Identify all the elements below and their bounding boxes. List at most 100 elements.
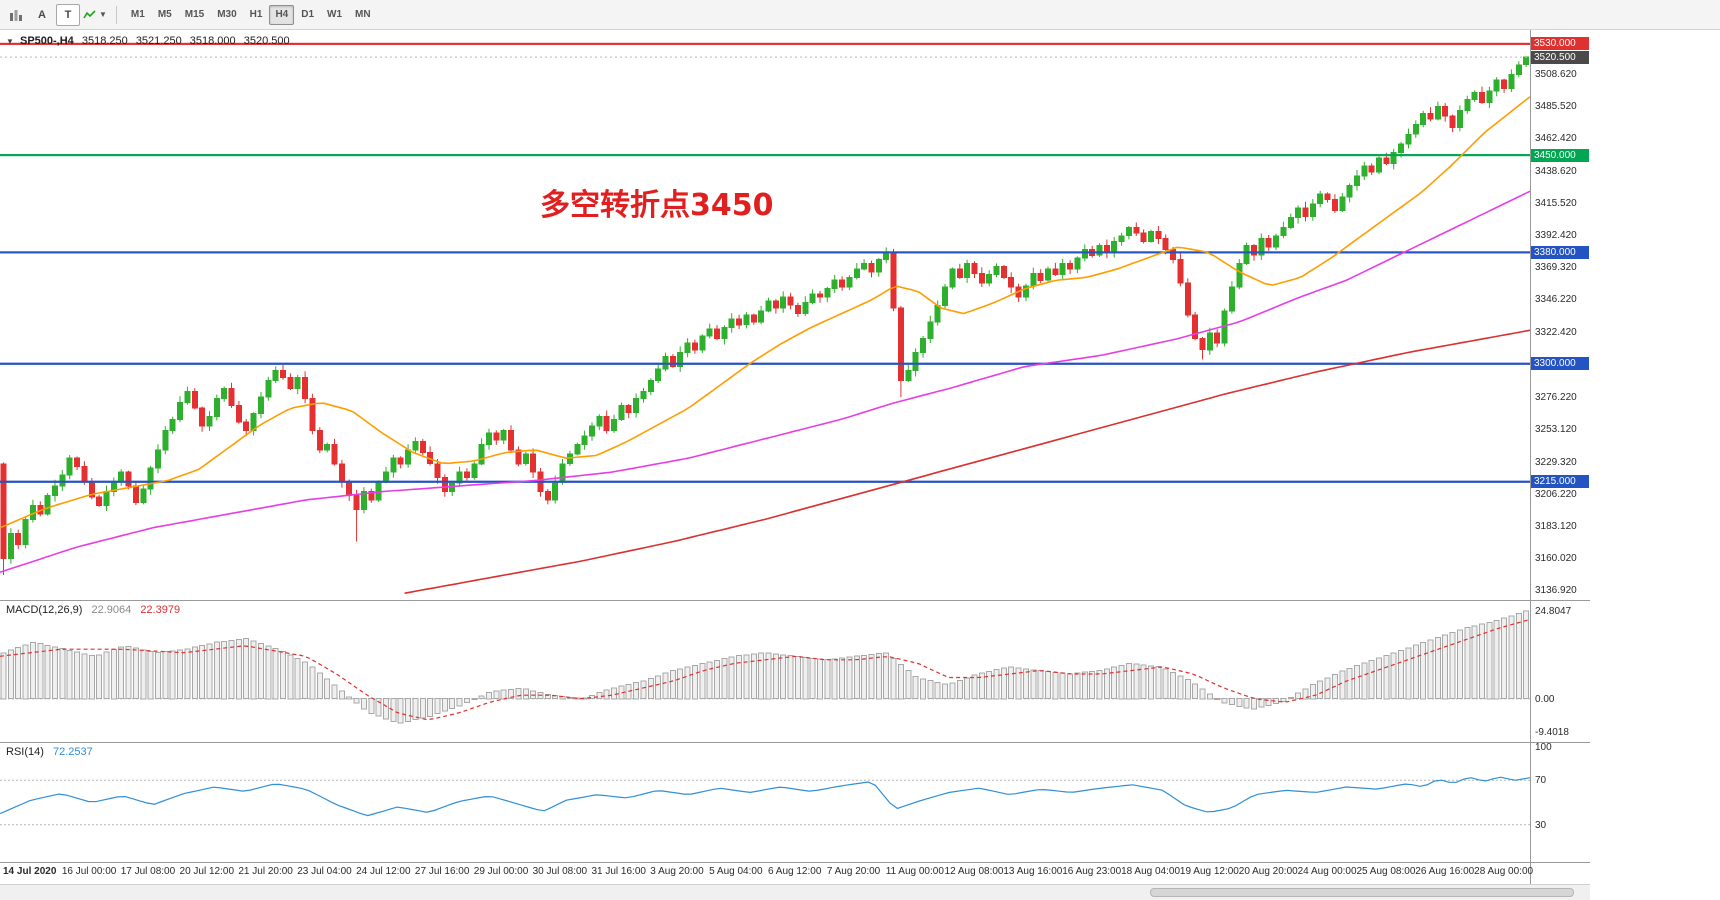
bar-chart-icon [10,9,22,21]
bar-low-value: 3518.000 [189,35,236,47]
time-axis-label: 17 Jul 08:00 [120,866,176,877]
timeframe-button-h1[interactable]: H1 [249,9,263,20]
indicator-zigzag-icon [83,9,96,18]
time-axis-label: 30 Jul 08:00 [532,866,588,877]
timeframe-button-w1[interactable]: W1 [327,9,343,20]
time-axis-label: 24 Aug 00:00 [1297,866,1357,877]
price-axis-tick: 3136.920 [1535,585,1577,597]
time-axis-label: 13 Aug 16:00 [1003,866,1063,877]
timeframe-group: M1 M5 M15 M30 H1 H4 D1 W1 MN [125,4,377,25]
price-axis-tick: 3462.420 [1535,132,1577,144]
collapse-triangle-icon: ▼ [6,37,14,46]
time-axis-label: 24 Jul 12:00 [356,866,411,877]
symbol-label: SP500-,H4 [19,35,74,47]
macd-chart-canvas[interactable] [0,601,1530,742]
price-axis-tick: 3253.120 [1535,423,1577,435]
time-axis-label: 31 Jul 16:00 [591,866,646,877]
price-axis-tick: 3229.320 [1535,456,1577,468]
bar-chart-tool-button[interactable] [4,4,28,26]
price-axis-tick: 3183.120 [1535,521,1577,533]
macd-axis-label: -9.4018 [1535,727,1569,738]
toolbar-separator [115,5,117,24]
price-axis-tick: 3392.420 [1535,230,1577,242]
rsi-value: 72.2537 [52,746,93,758]
panel-separator-rsi[interactable] [0,742,1590,743]
bar-close-value: 3520.500 [243,35,290,47]
price-axis-tick: 3160.020 [1535,553,1577,565]
time-axis-label: 16 Jul 00:00 [61,866,117,877]
hline-price-label: 3450.000 [1531,148,1589,162]
rsi-axis-label: 30 [1535,819,1547,831]
macd-main-value: 22.9064 [91,604,132,616]
rsi-name: RSI(14) [6,746,44,758]
timeframe-button-mn[interactable]: MN [355,9,371,20]
panel-separator-macd[interactable] [0,600,1590,601]
time-axis-label: 11 Aug 00:00 [885,866,944,877]
price-axis-tick: 3369.320 [1535,262,1577,274]
time-axis-label: 7 Aug 20:00 [826,866,881,877]
hline-price-label: 3380.000 [1531,245,1589,259]
time-axis-label: 18 Aug 04:00 [1121,866,1181,877]
time-axis-label: 27 Jul 16:00 [414,866,470,877]
cursor-tool-button[interactable]: A [30,4,54,26]
time-axis-label: 16 Aug 23:00 [1062,866,1122,877]
price-axis-tick: 3346.220 [1535,294,1577,306]
time-axis-label: 14 Jul 2020 [3,866,57,877]
price-axis-tick: 3206.220 [1535,489,1577,501]
time-axis-label: 20 Jul 12:00 [179,866,235,877]
rsi-label: RSI(14) 72.2537 [6,746,93,758]
timeframe-button-m5[interactable]: M5 [157,9,172,20]
text-tool-button[interactable]: T [56,3,80,26]
timeframe-button-h4[interactable]: H4 [269,4,295,25]
chart-annotation-text: 多空转折点3450 [540,188,774,223]
indicators-tool-button[interactable]: ▼ [82,4,108,26]
price-axis-tick: 3322.420 [1535,327,1577,339]
price-axis-divider [1530,30,1531,884]
current-price-label: 3520.500 [1531,50,1589,64]
cursor-tool-label: A [38,8,46,21]
time-axis-label: 23 Jul 04:00 [297,866,352,877]
time-axis-label: 6 Aug 12:00 [768,866,822,877]
time-axis-label: 3 Aug 20:00 [650,866,704,877]
hline-price-label: 3300.000 [1531,357,1589,371]
time-axis-label: 19 Aug 12:00 [1179,866,1239,877]
rsi-axis-label: 100 [1535,742,1552,753]
timeframe-button-m30[interactable]: M30 [217,9,237,20]
time-axis-label: 25 Aug 08:00 [1356,866,1416,877]
price-axis-tick: 3508.620 [1535,68,1577,80]
time-axis-label: 5 Aug 04:00 [709,866,763,877]
macd-axis-label: 0.00 [1535,693,1555,705]
price-axis-tick: 3415.520 [1535,198,1577,210]
rsi-chart-canvas[interactable] [0,743,1530,862]
macd-signal-value: 22.3979 [140,604,181,616]
macd-axis-label: 24.8047 [1535,606,1572,617]
bar-open-value: 3518.250 [81,35,128,47]
toolbar: A T ▼ M1 M5 M15 M30 H1 H4 D1 W1 MN [0,0,1720,30]
chevron-down-icon: ▼ [99,10,107,19]
timeframe-button-d1[interactable]: D1 [301,9,315,20]
hline-price-label: 3215.000 [1531,475,1589,489]
horizontal-scrollbar-thumb[interactable] [1150,888,1574,897]
bar-high-value: 3521.250 [135,35,182,47]
time-axis-label: 26 Aug 16:00 [1415,866,1475,877]
workspace-empty-area [1590,30,1720,900]
price-axis-tick: 3438.620 [1535,165,1577,177]
hline-price-label: 3530.000 [1531,37,1589,51]
macd-label: MACD(12,26,9) 22.9064 22.3979 [6,604,180,616]
time-axis-label: 20 Aug 20:00 [1238,866,1298,877]
time-axis-label: 28 Aug 00:00 [1474,866,1534,877]
text-tool-label: T [64,8,72,21]
horizontal-scrollbar[interactable] [0,884,1590,900]
macd-name: MACD(12,26,9) [6,604,83,616]
price-axis-tick: 3276.220 [1535,391,1577,403]
price-axis-tick: 3485.520 [1535,100,1577,112]
time-axis-label: 12 Aug 08:00 [944,866,1004,877]
time-axis-label: 21 Jul 20:00 [238,866,293,877]
panel-separator-time-axis [0,862,1590,863]
timeframe-button-m1[interactable]: M1 [130,9,145,20]
timeframe-button-m15[interactable]: M15 [184,9,205,20]
time-axis-label: 29 Jul 00:00 [473,866,529,877]
symbol-ohlc-header: ▼ SP500-,H4 3518.250 3521.250 3518.000 3… [6,35,290,47]
price-chart-canvas[interactable] [0,30,1530,600]
